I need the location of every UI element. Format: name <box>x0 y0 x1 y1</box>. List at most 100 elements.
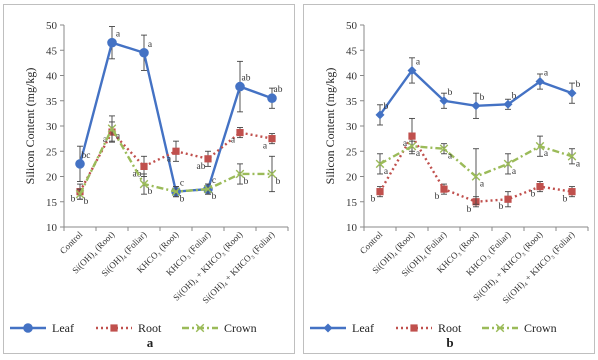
y-tick-label: 10 <box>346 222 358 234</box>
data-point-root <box>236 128 244 137</box>
data-point-leaf <box>471 101 481 111</box>
significance-label: a <box>448 152 453 162</box>
y-tick-label: 20 <box>46 172 58 184</box>
data-point-crown <box>471 172 481 181</box>
significance-label: c <box>212 176 216 186</box>
significance-label: a <box>416 149 421 159</box>
y-tick-label: 25 <box>346 146 358 158</box>
data-point-leaf <box>407 65 417 75</box>
significance-label: b <box>276 177 281 187</box>
data-point-root <box>408 132 416 140</box>
data-point-crown <box>267 169 277 179</box>
data-point-crown <box>139 179 149 189</box>
y-tick-label: 50 <box>46 20 58 32</box>
data-point-root <box>172 147 180 155</box>
legend-item-crown: Crown <box>482 321 557 335</box>
significance-label: a <box>384 167 389 177</box>
y-tick-label: 30 <box>46 121 58 133</box>
significance-label: b <box>71 195 76 205</box>
data-point-leaf <box>535 77 545 87</box>
legend-label: Leaf <box>352 321 374 335</box>
significance-label: b <box>467 205 472 215</box>
legend-marker <box>410 324 418 332</box>
significance-label: a <box>416 57 421 67</box>
significance-label: ab <box>242 74 251 84</box>
data-point-crown <box>439 144 449 154</box>
y-tick-label: 40 <box>46 71 58 83</box>
significance-label: a <box>544 69 549 79</box>
x-category-label: Control <box>58 229 85 256</box>
series-line-leaf <box>78 41 273 193</box>
data-point-crown <box>203 184 213 194</box>
legend-marker <box>323 323 333 333</box>
significance-label: b <box>531 190 536 200</box>
significance-label: b <box>563 195 568 205</box>
panel-label: a <box>147 335 154 350</box>
data-point-root <box>204 155 212 163</box>
y-tick-label: 30 <box>346 121 358 133</box>
legend-marker <box>23 323 33 333</box>
data-point-crown <box>107 124 117 133</box>
chart-panel-a: 10 15 20 25 30 35 40 45 50 Silicon Content (mg/kg… <box>3 4 295 354</box>
legend-item-leaf: Leaf <box>10 321 74 335</box>
data-point-leaf <box>439 96 449 106</box>
panel-label: b <box>446 335 453 350</box>
data-point-root <box>440 185 448 193</box>
significance-label: a <box>576 159 581 169</box>
significance-label: b <box>480 93 485 103</box>
significance-label: b <box>499 202 504 212</box>
data-point-leaf <box>235 81 245 92</box>
significance-label: ab <box>274 85 283 95</box>
significance-label: a <box>263 142 268 152</box>
significance-label: a <box>403 139 408 149</box>
y-tick-label: 35 <box>46 96 58 108</box>
y-axis-title: Silicon Content (mg/kg) <box>323 68 337 185</box>
significance-label: b <box>576 80 581 90</box>
y-tick-label: 45 <box>346 45 358 57</box>
data-point-crown <box>75 189 85 199</box>
y-tick-label: 15 <box>46 197 58 209</box>
significance-label: b <box>84 197 89 207</box>
legend-marker <box>495 323 505 333</box>
legend-item-leaf: Leaf <box>310 321 374 335</box>
data-point-crown <box>503 159 513 169</box>
y-tick-label: 20 <box>346 172 358 184</box>
significance-label: b <box>180 195 185 205</box>
legend-item-root: Root <box>396 321 462 335</box>
series-leaf: b a b b b a b <box>375 57 581 126</box>
y-tick-label: 40 <box>346 71 358 83</box>
significance-label: bc <box>82 151 91 161</box>
y-tick-label: 35 <box>346 96 358 108</box>
y-tick-label: 10 <box>46 222 58 234</box>
data-point-root <box>536 183 544 191</box>
significance-label: b <box>244 177 249 187</box>
significance-label: b <box>371 195 376 205</box>
significance-label: a <box>512 167 517 177</box>
legend-label: Crown <box>524 321 557 335</box>
y-tick-label: 45 <box>46 45 58 57</box>
chart-b-svg: 10 15 20 25 30 35 40 45 50 Silicon Content (mg/kg… <box>310 20 589 350</box>
data-point-crown <box>407 141 417 151</box>
chart-panel-b: 10 15 20 25 30 35 40 45 50 Silicon Content (mg/kg… <box>303 4 595 354</box>
significance-label: b <box>448 88 453 98</box>
y-tick-label: 15 <box>346 197 358 209</box>
significance-label: a <box>167 154 172 164</box>
data-point-root <box>504 195 512 203</box>
legend-marker <box>110 324 118 332</box>
significance-label: c <box>180 179 184 189</box>
data-point-crown <box>235 169 245 179</box>
data-point-crown <box>567 152 577 161</box>
significance-label: a <box>116 30 121 40</box>
data-point-crown <box>535 141 545 151</box>
significance-label: ab <box>197 162 206 172</box>
series-root: b a b b b b b <box>371 117 576 215</box>
legend-label: Root <box>138 321 162 335</box>
significance-label: b <box>512 91 517 101</box>
data-point-leaf <box>375 110 385 120</box>
x-category-label: Control <box>358 229 385 256</box>
significance-label: a <box>231 136 236 146</box>
data-point-crown <box>375 159 385 169</box>
data-point-leaf <box>75 159 85 169</box>
legend-label: Leaf <box>52 321 74 335</box>
